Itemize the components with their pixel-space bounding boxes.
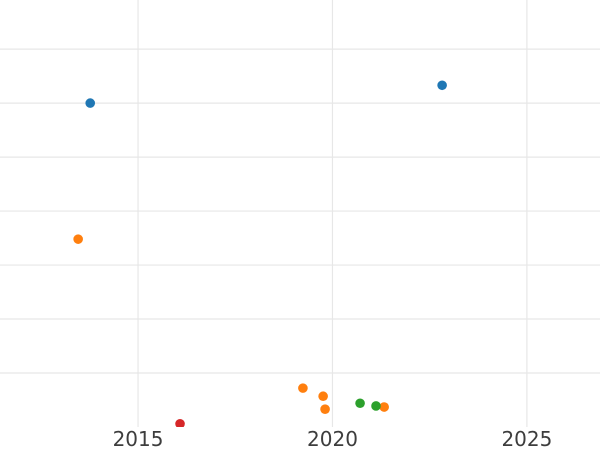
scatter-point-red — [175, 418, 185, 427]
scatter-point-blue — [85, 98, 96, 108]
scatter-point-orange — [379, 402, 389, 412]
scatter-point-orange — [318, 391, 328, 402]
x-axis-tick-labels: 2015 2020 2025 — [113, 427, 553, 450]
scatter-point-orange — [298, 383, 308, 393]
x-tick-label: 2025 — [501, 427, 552, 450]
scatter-point-green — [355, 398, 365, 409]
x-tick-label: 2015 — [113, 427, 164, 450]
scatter-point-green — [371, 401, 381, 411]
scatter-point-orange — [320, 404, 330, 414]
gridlines — [0, 0, 600, 427]
scatter-points — [73, 80, 447, 427]
scatter-point-blue — [437, 80, 447, 91]
x-tick-label: 2020 — [307, 427, 358, 450]
scatter-point-orange — [73, 234, 83, 244]
